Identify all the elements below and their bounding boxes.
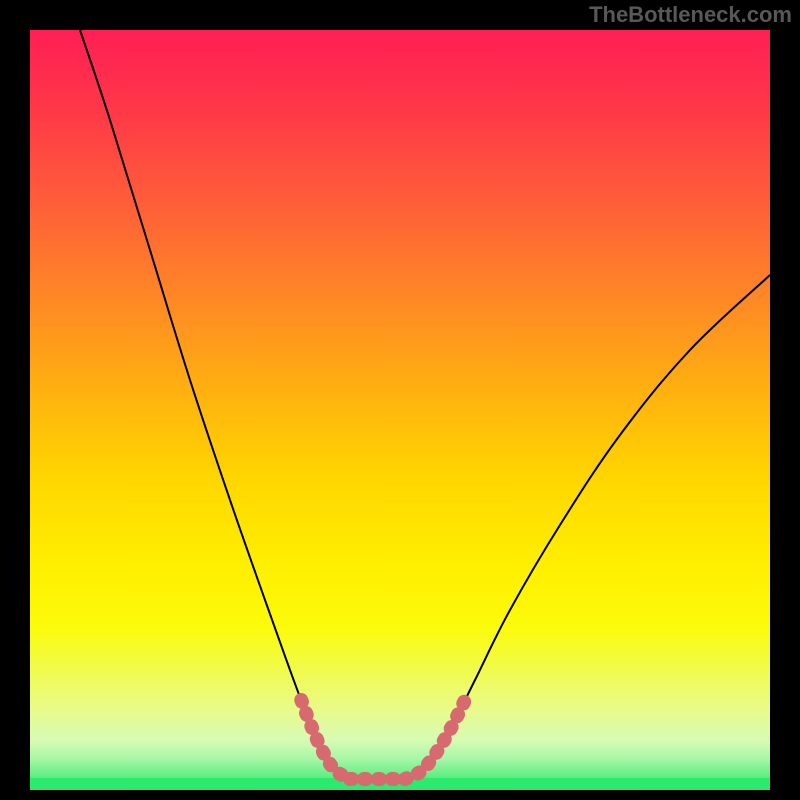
overlay-left [301,700,350,779]
watermark-text: TheBottleneck.com [589,2,792,28]
overlay-right [405,700,465,779]
chart-container: TheBottleneck.com [0,0,800,800]
plot-svg [0,0,800,800]
curve-left-branch [80,30,350,779]
